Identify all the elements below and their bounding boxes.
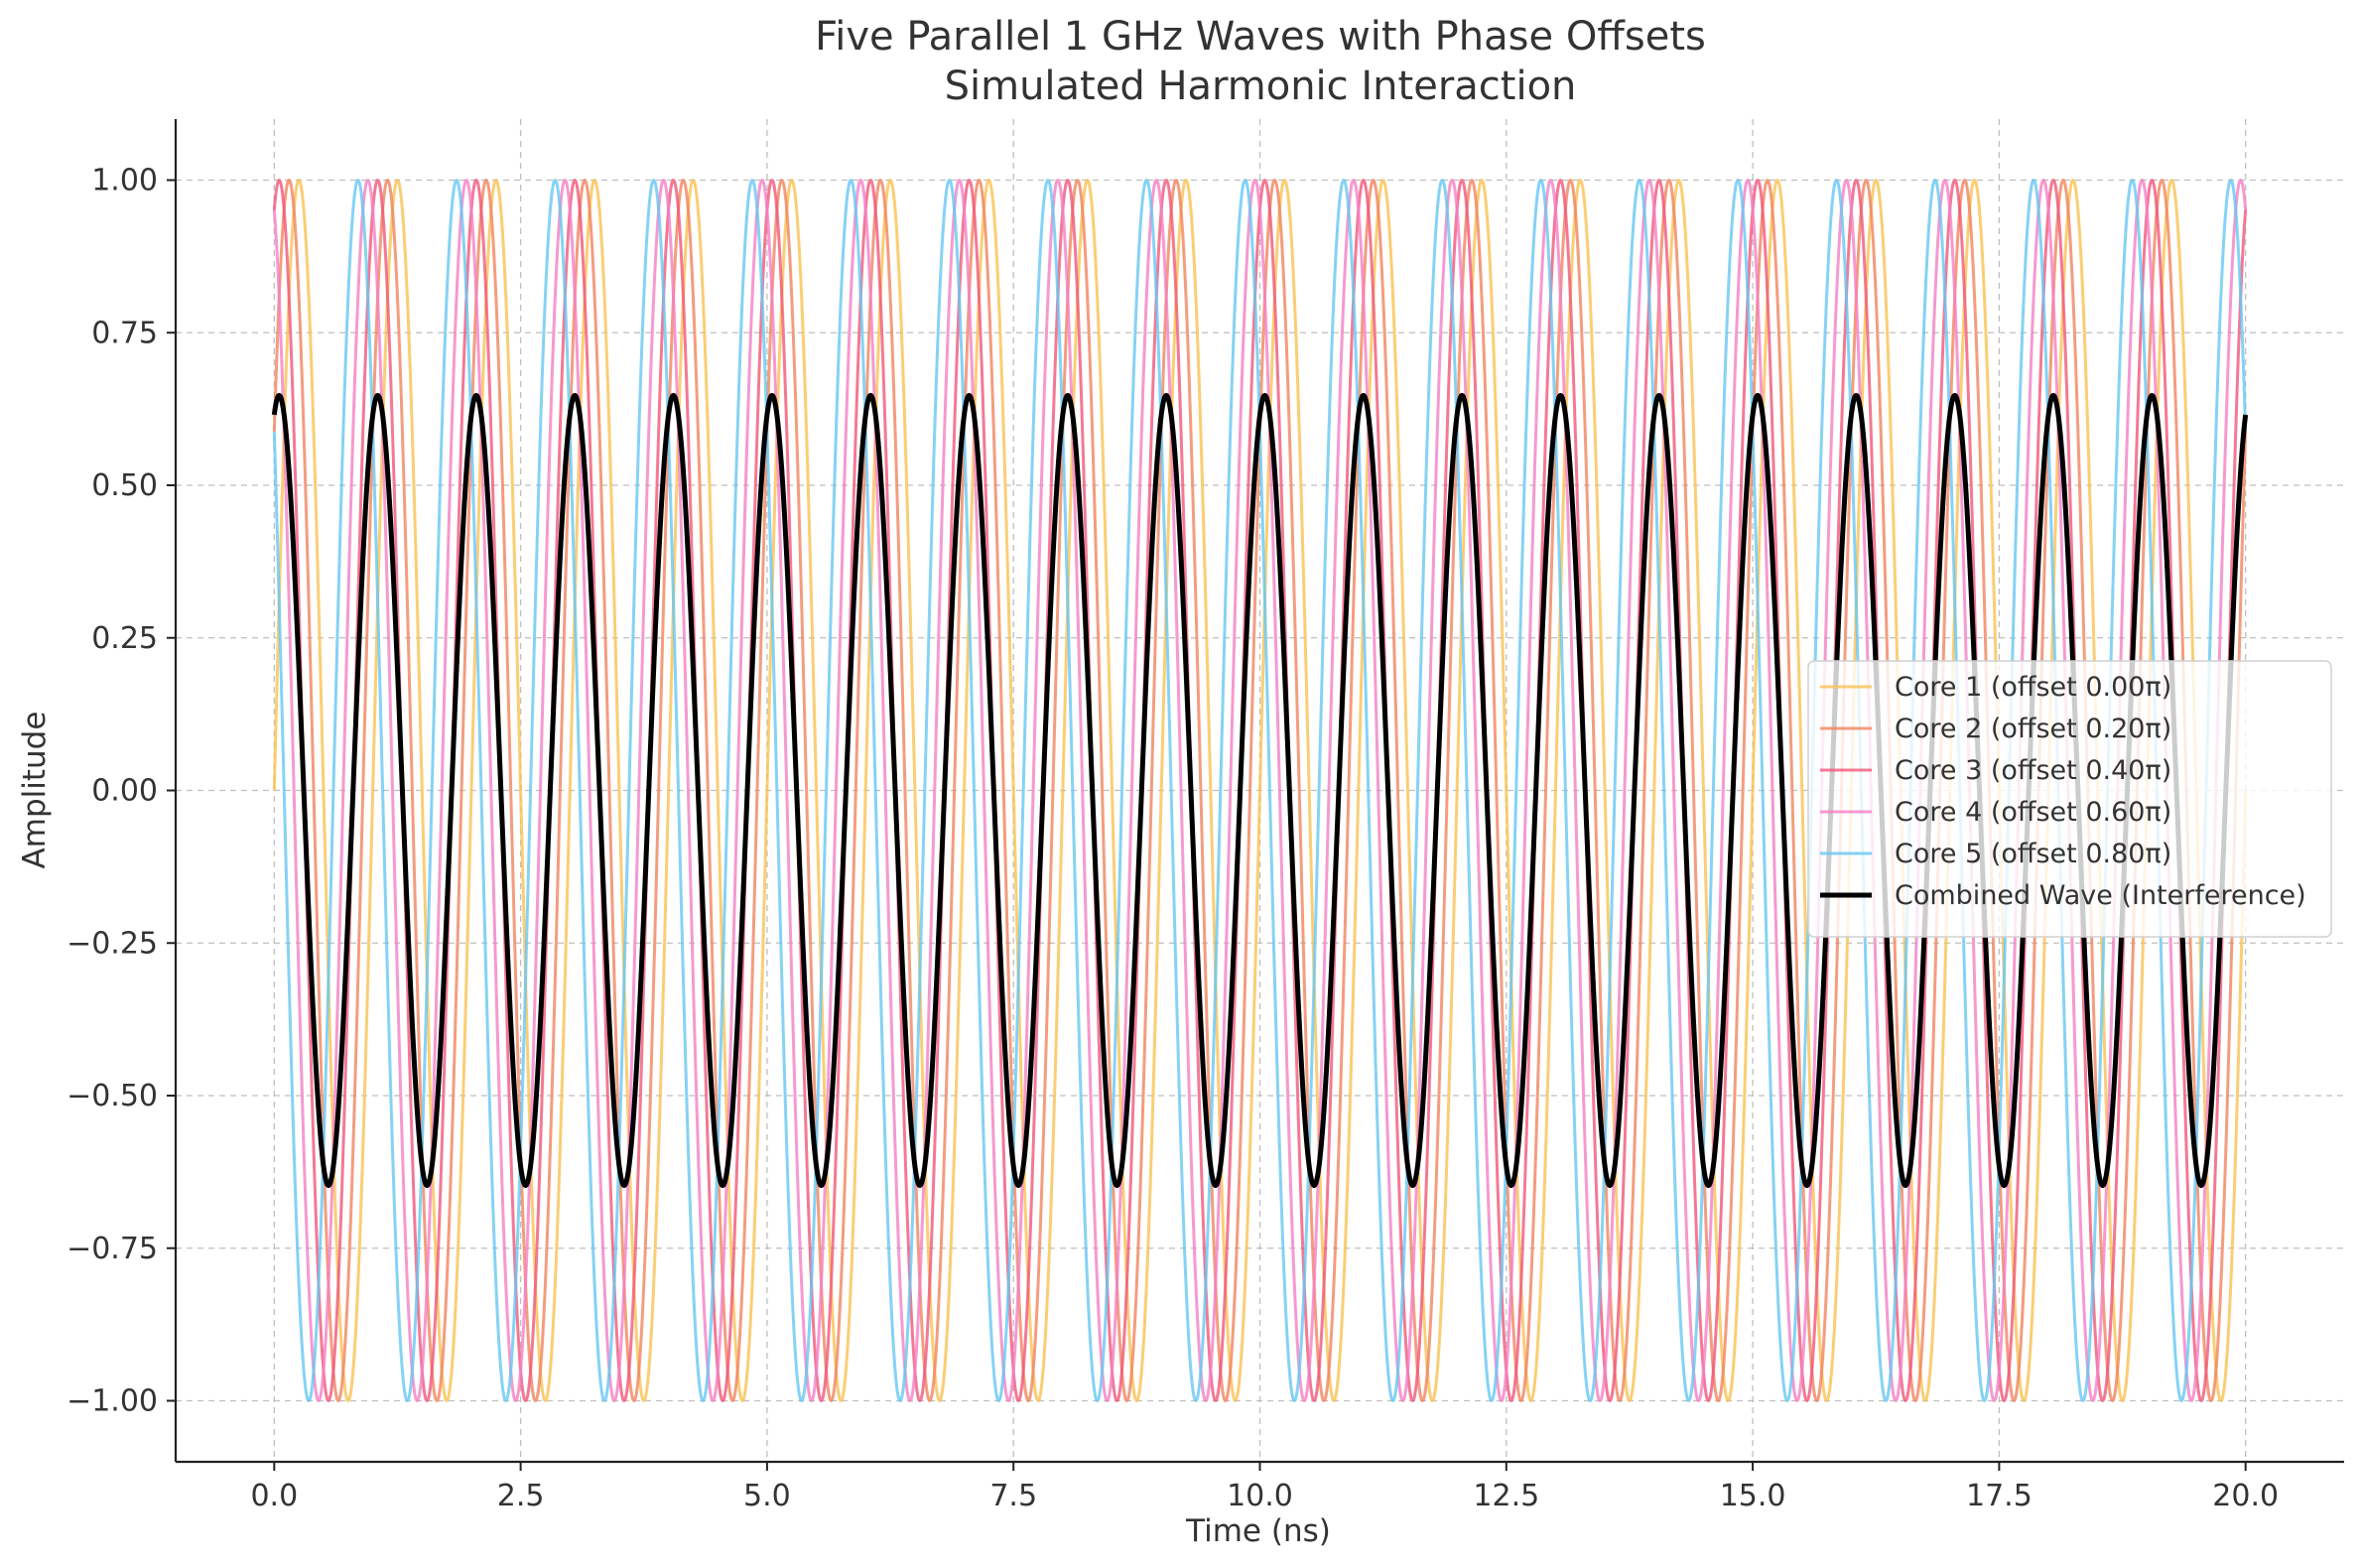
chart-title-line1: Five Parallel 1 GHz Waves with Phase Off…	[815, 14, 1706, 60]
legend-entry-label: Core 4 (offset 0.60π)	[1895, 797, 2171, 828]
legend-entry-label: Combined Wave (Interference)	[1895, 880, 2306, 911]
legend-entry-label: Core 1 (offset 0.00π)	[1895, 672, 2171, 703]
y-tick-label: 0.50	[91, 468, 158, 503]
x-tick-label: 20.0	[2212, 1479, 2279, 1513]
core-1-wave-line	[272, 179, 2248, 1402]
x-tick-label: 2.5	[497, 1479, 545, 1513]
x-tick-label: 12.5	[1473, 1479, 1539, 1513]
x-tick-label: 17.5	[1966, 1479, 2033, 1513]
x-tick-label: 10.0	[1227, 1479, 1293, 1513]
y-tick-label: −0.25	[66, 926, 158, 961]
y-tick-label: 1.00	[91, 164, 158, 198]
legend-entry-label: Core 2 (offset 0.20π)	[1895, 714, 2171, 744]
legend-entry-label: Core 5 (offset 0.80π)	[1895, 839, 2171, 869]
x-tick-label: 15.0	[1720, 1479, 1786, 1513]
tick-marks: 0.0 2.5 5.0 7.5 10.0 12.5 15.0 17.5 20.0 −1.00 −0.…	[66, 164, 2279, 1514]
x-tick-label: 5.0	[743, 1479, 791, 1513]
x-axis-label: Time (ns)	[1185, 1513, 1331, 1549]
legend-frame	[1807, 660, 2332, 938]
y-tick-label: −0.75	[66, 1232, 158, 1266]
legend-entry-label: Core 3 (offset 0.40π)	[1895, 755, 2171, 786]
y-tick-label: 0.75	[91, 316, 158, 350]
x-tick-label: 0.0	[250, 1479, 298, 1513]
chart-title-line2: Simulated Harmonic Interaction	[945, 64, 1577, 109]
y-axis-label: Amplitude	[17, 712, 53, 869]
y-tick-label: −1.00	[66, 1384, 158, 1419]
y-tick-label: 0.00	[91, 774, 158, 809]
x-tick-label: 7.5	[989, 1479, 1037, 1513]
combined-wave-line	[271, 392, 2249, 1189]
legend: Core 1 (offset 0.00π) Core 2 (offset 0.20…	[1807, 660, 2332, 938]
y-tick-label: 0.25	[91, 621, 158, 656]
y-tick-label: −0.50	[66, 1079, 158, 1113]
